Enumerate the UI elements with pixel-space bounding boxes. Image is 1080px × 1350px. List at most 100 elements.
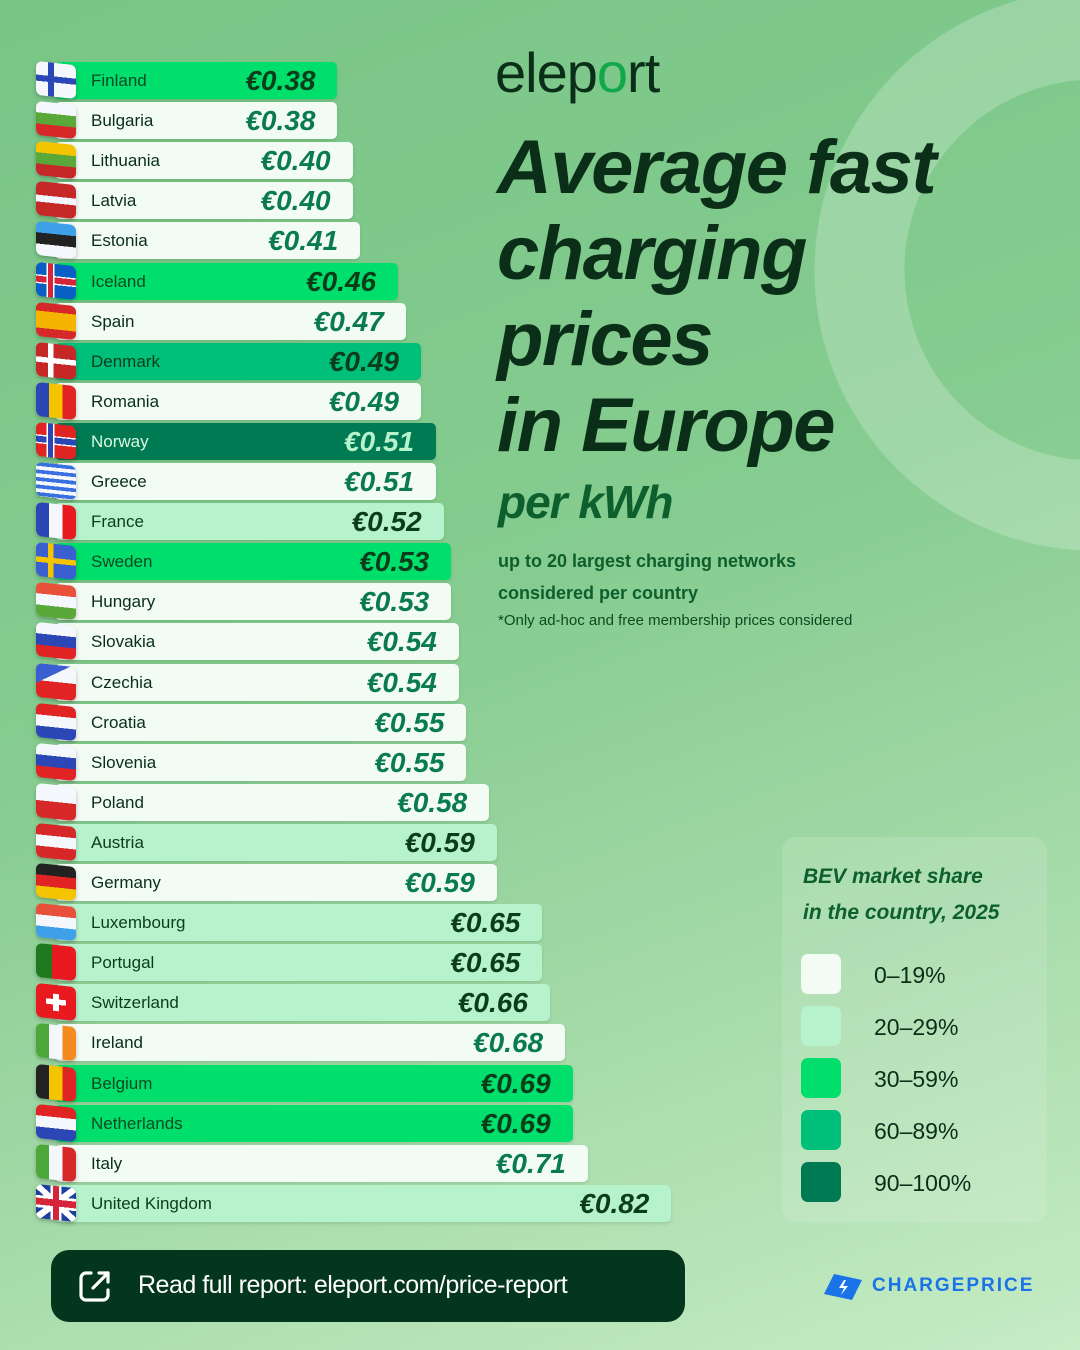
country-label: Iceland	[91, 271, 146, 291]
country-label: Bulgaria	[91, 111, 154, 131]
country-label: Croatia	[91, 712, 146, 732]
legend-title-line: in the country, 2025	[803, 901, 1000, 924]
bar	[55, 302, 406, 340]
bar-row-luxembourg: Luxembourg €0.65	[0, 902, 543, 942]
flag-icon	[36, 301, 76, 340]
bar-row-poland: Poland €0.58	[0, 782, 490, 821]
price-label: €0.59	[404, 867, 475, 898]
flag-icon	[36, 1103, 76, 1142]
bar-row-united-kingdom: United Kingdom €0.82	[0, 1183, 672, 1222]
country-label: Luxembourg	[91, 913, 186, 933]
bar-row-slovakia: Slovakia €0.54	[0, 622, 459, 661]
country-label: Slovakia	[91, 632, 156, 652]
legend: BEV market share in the country, 2025 0–…	[782, 837, 1047, 1222]
legend-item: 0–19%	[801, 954, 1041, 994]
country-label: Austria	[91, 832, 144, 852]
flag-icon	[36, 141, 76, 180]
legend-swatch	[801, 1006, 841, 1046]
flag-icon	[36, 1063, 76, 1102]
bar-row-norway: Norway €0.51	[0, 421, 437, 460]
country-label: Switzerland	[91, 993, 179, 1013]
bar-row-denmark: Denmark €0.49	[0, 341, 421, 380]
bar-row-netherlands: Netherlands €0.69	[0, 1103, 573, 1142]
price-label: €0.53	[359, 586, 430, 618]
price-label: €0.65	[450, 907, 521, 939]
price-label: €0.59	[404, 826, 475, 858]
price-label: €0.58	[397, 786, 468, 818]
legend-swatch	[801, 1110, 841, 1150]
flag-icon	[36, 983, 76, 1022]
country-label: Italy	[91, 1153, 123, 1173]
bar	[55, 543, 452, 581]
legend-item: 90–100%	[801, 1162, 1041, 1202]
price-label: €0.69	[480, 1107, 551, 1139]
page-title: Average fast charging prices in Europe	[497, 125, 1057, 469]
legend-swatch	[801, 1058, 841, 1098]
country-label: Netherlands	[91, 1113, 183, 1133]
flag-icon	[36, 582, 76, 621]
bar	[55, 583, 452, 621]
bar-row-croatia: Croatia €0.55	[0, 702, 467, 741]
country-label: Belgium	[91, 1073, 153, 1093]
bar	[55, 703, 467, 741]
country-label: Norway	[91, 431, 149, 451]
price-label: €0.52	[351, 506, 422, 538]
bar-row-bulgaria: Bulgaria €0.38	[0, 100, 338, 140]
bar	[55, 62, 338, 99]
price-label: €0.68	[473, 1027, 544, 1059]
bar	[55, 422, 437, 460]
bar-row-germany: Germany €0.59	[0, 862, 497, 902]
flag-icon	[36, 943, 76, 982]
bar	[55, 944, 543, 982]
bar-row-iceland: Iceland €0.46	[0, 261, 399, 300]
country-label: United Kingdom	[91, 1193, 212, 1213]
country-label: Sweden	[91, 552, 153, 572]
price-label: €0.47	[313, 305, 384, 337]
flag-icon	[36, 1023, 76, 1062]
bar-row-switzerland: Switzerland €0.66	[0, 983, 550, 1022]
country-label: Portugal	[91, 953, 155, 973]
legend-title: BEV market share in the country, 2025	[803, 859, 999, 931]
external-link-icon	[79, 1271, 110, 1302]
bar	[55, 1024, 566, 1062]
bar	[55, 783, 490, 821]
country-label: Lithuania	[91, 151, 161, 171]
bar	[55, 743, 467, 781]
legend-item: 60–89%	[801, 1110, 1041, 1150]
flag-icon	[36, 542, 76, 581]
bar	[55, 463, 437, 500]
flag-icon	[36, 181, 76, 220]
read-report-button[interactable]: Read full report: eleport.com/price-repo…	[51, 1250, 685, 1322]
bar	[55, 142, 353, 180]
bar	[55, 623, 459, 661]
subtitle: up to 20 largest charging networks consi…	[498, 551, 797, 603]
price-label: €0.49	[328, 385, 399, 417]
bar-row-austria: Austria €0.59	[0, 822, 497, 861]
price-label: €0.55	[374, 746, 445, 778]
bar-row-romania: Romania €0.49	[0, 381, 421, 420]
price-label: €0.46	[306, 265, 377, 297]
price-label: €0.71	[495, 1147, 566, 1179]
flag-icon	[36, 702, 76, 741]
country-label: Germany	[91, 873, 161, 892]
price-label: €0.54	[366, 626, 437, 658]
country-label: Czechia	[91, 672, 153, 692]
price-label: €0.82	[579, 1187, 650, 1219]
bar-row-lithuania: Lithuania €0.40	[0, 141, 353, 180]
bar-row-sweden: Sweden €0.53	[0, 542, 452, 581]
bar-row-finland: Finland €0.38	[0, 60, 338, 100]
bar-row-ireland: Ireland €0.68	[0, 1023, 566, 1062]
bar	[55, 663, 459, 701]
title-line: Average fast	[497, 125, 937, 210]
legend-item: 30–59%	[801, 1058, 1041, 1098]
bar-row-spain: Spain €0.47	[0, 301, 406, 340]
flag-icon	[36, 60, 76, 100]
bar-row-belgium: Belgium €0.69	[0, 1063, 573, 1102]
flag-icon	[36, 662, 76, 701]
legend-label: 20–29%	[874, 1014, 959, 1040]
bar	[55, 102, 338, 140]
flag-icon	[36, 501, 76, 541]
title-line: charging	[497, 211, 807, 296]
country-label: Hungary	[91, 592, 156, 612]
flag-icon	[36, 742, 76, 781]
